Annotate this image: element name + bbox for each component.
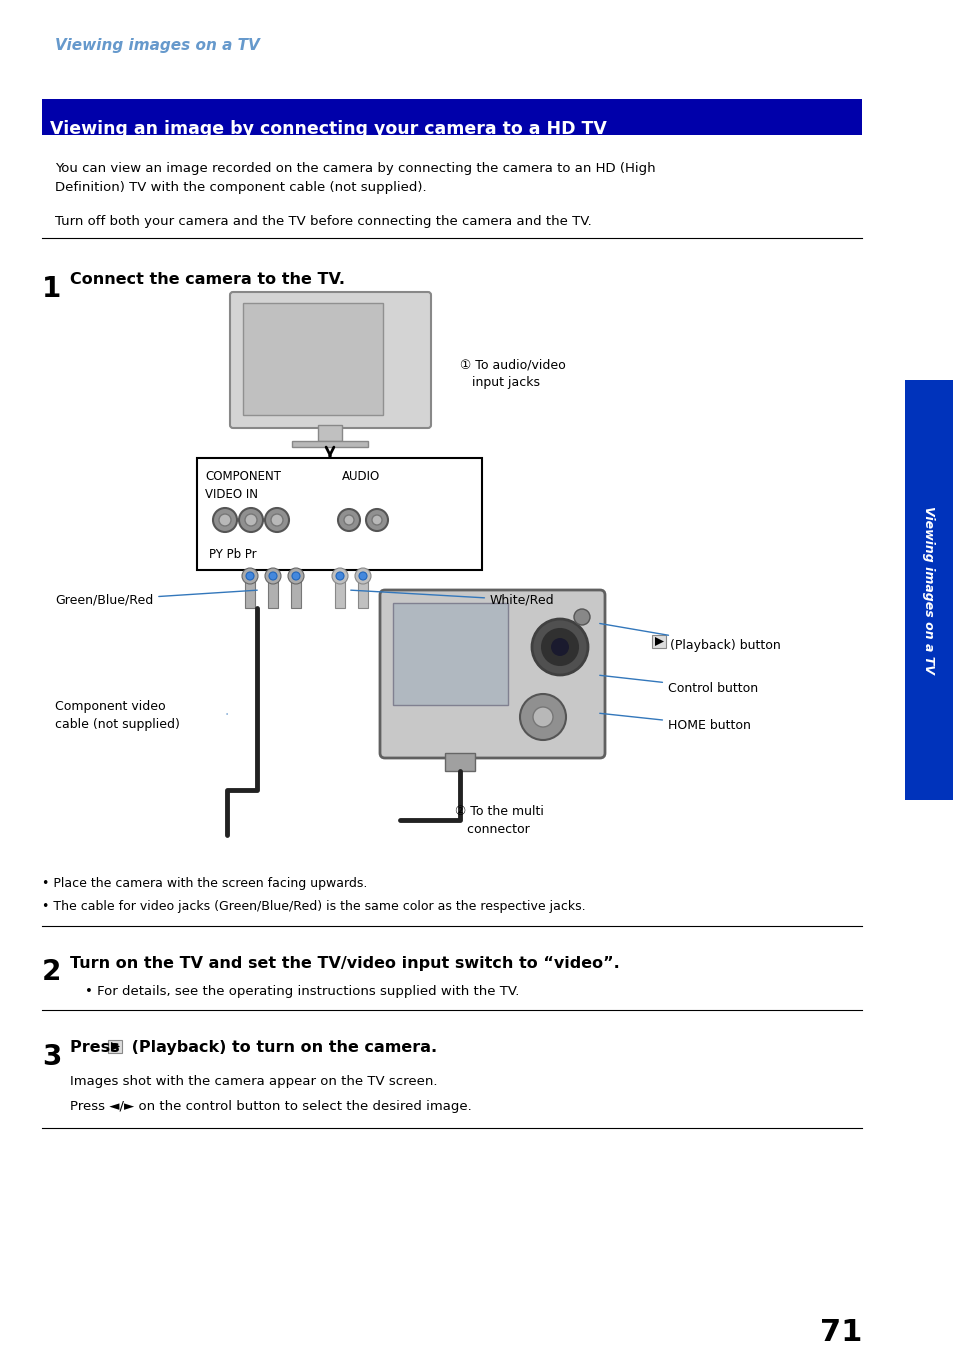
Bar (904, 380, 953, 801)
Text: You can view an image recorded on the camera by connecting the camera to an HD (: You can view an image recorded on the ca… (55, 161, 655, 194)
Circle shape (246, 573, 253, 579)
Text: ① To audio/video
   input jacks: ① To audio/video input jacks (459, 358, 565, 389)
Bar (393, 603, 507, 706)
FancyBboxPatch shape (379, 590, 604, 759)
Circle shape (265, 508, 289, 532)
Text: 2: 2 (42, 958, 61, 987)
Circle shape (288, 569, 304, 584)
Bar (444, 753, 475, 771)
Circle shape (372, 516, 381, 525)
Text: ② To the multi
   connector: ② To the multi connector (455, 805, 543, 836)
Bar (245, 575, 254, 608)
Text: Images shot with the camera appear on the TV screen.: Images shot with the camera appear on th… (70, 1075, 437, 1088)
Text: 3: 3 (42, 1044, 61, 1071)
Circle shape (366, 509, 388, 531)
Polygon shape (111, 1042, 120, 1052)
Circle shape (292, 573, 299, 579)
Text: • Place the camera with the screen facing upwards.: • Place the camera with the screen facin… (42, 877, 367, 890)
Circle shape (271, 514, 283, 527)
Text: COMPONENT
VIDEO IN: COMPONENT VIDEO IN (205, 470, 281, 501)
Text: White/Red: White/Red (351, 590, 554, 607)
Circle shape (533, 707, 553, 727)
Bar (357, 575, 368, 608)
Circle shape (532, 619, 587, 674)
Text: (Playback) to turn on the camera.: (Playback) to turn on the camera. (126, 1039, 436, 1054)
Text: • The cable for video jacks (Green/Blue/Red) is the same color as the respective: • The cable for video jacks (Green/Blue/… (42, 900, 585, 913)
Polygon shape (655, 636, 663, 646)
Circle shape (332, 569, 348, 584)
Bar (108, 1039, 122, 1053)
Circle shape (213, 508, 236, 532)
Text: HOME button: HOME button (599, 714, 750, 731)
Text: PY Pb Pr: PY Pb Pr (209, 548, 256, 560)
Bar (317, 425, 341, 441)
Text: Viewing images on a TV: Viewing images on a TV (922, 506, 935, 674)
Circle shape (519, 693, 565, 740)
Circle shape (239, 508, 263, 532)
Bar (291, 575, 301, 608)
Text: Component video
cable (not supplied): Component video cable (not supplied) (55, 700, 180, 731)
Text: Viewing images on a TV: Viewing images on a TV (55, 38, 259, 53)
Bar (292, 441, 368, 446)
Circle shape (355, 569, 371, 584)
Circle shape (265, 569, 281, 584)
Text: Press: Press (70, 1039, 125, 1054)
Circle shape (335, 573, 344, 579)
Bar (268, 575, 277, 608)
Text: Connect the camera to the TV.: Connect the camera to the TV. (70, 271, 345, 286)
Circle shape (358, 573, 367, 579)
Text: 1: 1 (42, 275, 61, 303)
Bar (651, 635, 665, 649)
Bar (196, 459, 481, 570)
Circle shape (245, 514, 256, 527)
Text: 71: 71 (819, 1318, 862, 1348)
Bar (243, 303, 382, 415)
Bar (335, 575, 345, 608)
Circle shape (541, 630, 578, 665)
Text: Press ◄/► on the control button to select the desired image.: Press ◄/► on the control button to selec… (70, 1101, 471, 1113)
Text: Turn off both your camera and the TV before connecting the camera and the TV.: Turn off both your camera and the TV bef… (55, 214, 591, 228)
Text: Green/Blue/Red: Green/Blue/Red (55, 590, 257, 607)
Bar (42, 99, 862, 134)
Text: AUDIO: AUDIO (341, 470, 380, 483)
FancyBboxPatch shape (230, 292, 431, 427)
Circle shape (551, 638, 568, 655)
Text: (Playback) button: (Playback) button (599, 623, 780, 651)
Circle shape (219, 514, 231, 527)
Text: • For details, see the operating instructions supplied with the TV.: • For details, see the operating instruc… (85, 985, 518, 997)
Text: Control button: Control button (599, 676, 758, 695)
Circle shape (242, 569, 257, 584)
Circle shape (344, 516, 354, 525)
Text: Turn on the TV and set the TV/video input switch to “video”.: Turn on the TV and set the TV/video inpu… (70, 955, 619, 972)
Circle shape (337, 509, 359, 531)
Circle shape (269, 573, 276, 579)
Text: Viewing an image by connecting your camera to a HD TV: Viewing an image by connecting your came… (50, 119, 606, 138)
Circle shape (574, 609, 589, 626)
